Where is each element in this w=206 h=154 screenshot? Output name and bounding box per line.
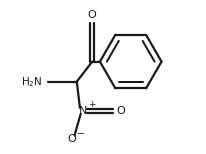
Text: O: O (68, 134, 77, 144)
Text: H$_2$N: H$_2$N (21, 75, 43, 89)
Text: O: O (116, 106, 125, 116)
Text: +: + (88, 100, 95, 109)
Text: N: N (79, 106, 87, 116)
Text: O: O (88, 10, 97, 20)
Text: −: − (77, 129, 85, 139)
